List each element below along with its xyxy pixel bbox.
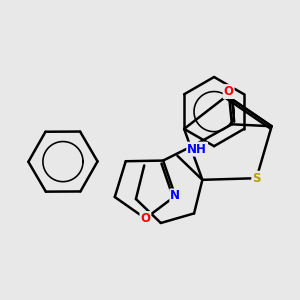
Text: S: S	[252, 172, 261, 185]
Text: O: O	[224, 85, 234, 98]
Text: NH: NH	[187, 142, 207, 156]
Text: N: N	[170, 189, 180, 203]
Text: O: O	[140, 212, 150, 225]
